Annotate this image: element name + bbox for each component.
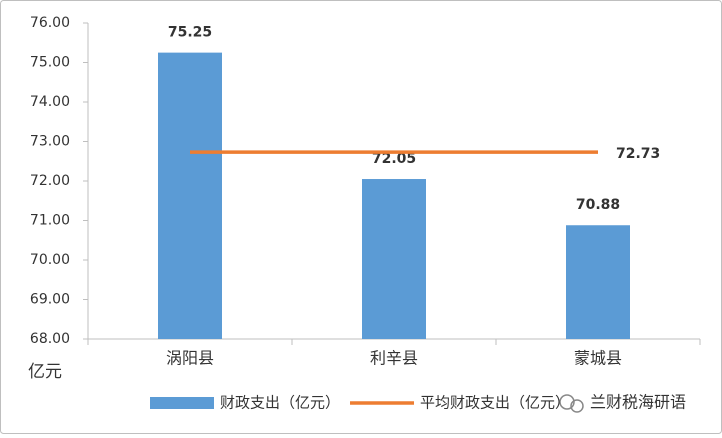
watermark-icon xyxy=(559,394,584,413)
y-unit: 亿元 xyxy=(28,362,62,382)
data-label: 75.25 xyxy=(168,25,212,41)
y-tick-label: 73.00 xyxy=(30,134,70,150)
data-label: 72.73 xyxy=(616,146,660,162)
x-tick-label: 蒙城县 xyxy=(574,349,622,368)
y-tick-label: 76.00 xyxy=(30,15,70,31)
legend-swatch xyxy=(150,397,214,409)
x-tick-label: 利辛县 xyxy=(370,349,418,368)
y-tick-label: 68.00 xyxy=(30,331,70,347)
y-tick-label: 69.00 xyxy=(30,292,70,308)
bar xyxy=(158,52,222,339)
x-tick-label: 涡阳县 xyxy=(166,349,214,368)
data-label: 70.88 xyxy=(576,197,620,213)
bar xyxy=(566,225,630,339)
legend-label: 财政支出（亿元） xyxy=(220,394,340,412)
y-tick-label: 72.00 xyxy=(30,173,70,189)
data-label: 72.05 xyxy=(372,151,416,167)
y-tick-label: 74.00 xyxy=(30,94,70,110)
legend-label: 平均财政支出（亿元） xyxy=(420,394,570,412)
watermark: 兰财税海研语 xyxy=(590,393,686,412)
y-tick-label: 75.00 xyxy=(30,55,70,71)
bar xyxy=(362,179,426,339)
y-tick-label: 71.00 xyxy=(30,213,70,229)
y-tick-label: 70.00 xyxy=(30,252,70,268)
